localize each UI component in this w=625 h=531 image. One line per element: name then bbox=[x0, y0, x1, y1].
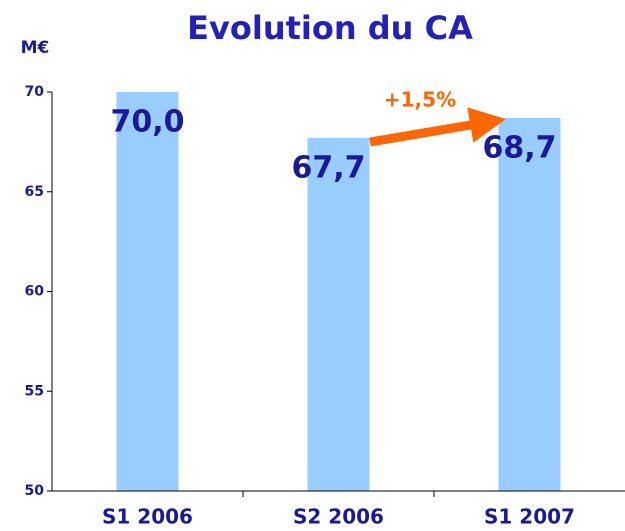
x-tick-label: S2 2006 bbox=[293, 505, 384, 529]
arrow bbox=[369, 107, 506, 147]
annotation: +1,5% bbox=[384, 88, 456, 112]
x-tick-label: S1 2007 bbox=[484, 505, 575, 529]
data-label: 68,7 bbox=[482, 130, 556, 165]
x-tick-label: S1 2006 bbox=[102, 505, 193, 529]
bar bbox=[116, 92, 179, 491]
data-label: 70,0 bbox=[110, 105, 184, 140]
y-tick-label: 65 bbox=[25, 184, 44, 200]
bar bbox=[307, 137, 370, 491]
y-tick-label: 70 bbox=[25, 84, 45, 100]
y-axis-label: M€ bbox=[21, 38, 50, 58]
data-label: 67,7 bbox=[291, 150, 365, 185]
bar bbox=[498, 117, 561, 491]
chart-title: Evolution du CA bbox=[187, 9, 473, 47]
y-tick-label: 60 bbox=[25, 284, 45, 300]
y-tick-label: 50 bbox=[25, 483, 45, 499]
y-tick-label: 55 bbox=[25, 383, 44, 399]
